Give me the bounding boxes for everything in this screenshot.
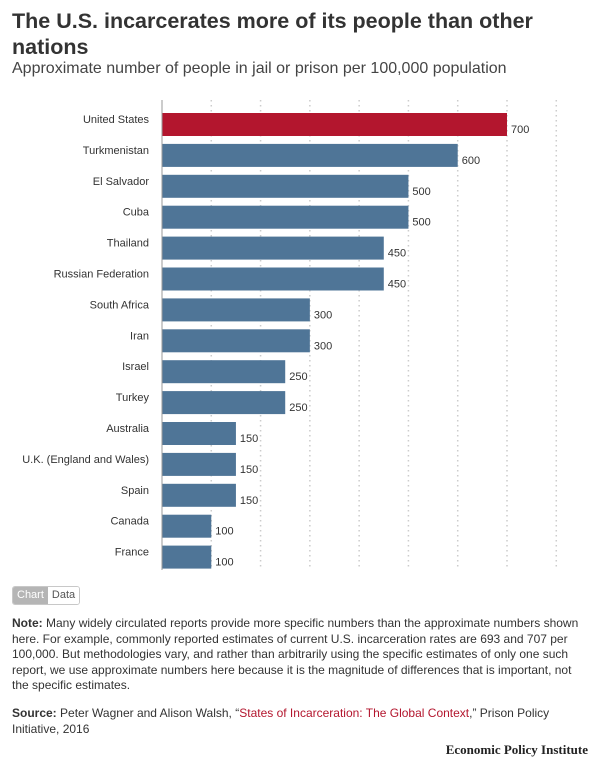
value-label: 500 [412, 186, 430, 198]
source-label: Source: [12, 706, 57, 720]
category-label: U.K. (England and Wales) [22, 454, 149, 466]
bar [162, 267, 384, 291]
bar [162, 205, 409, 229]
source-after: ,” Prison Policy Initiative, 2016 [12, 706, 550, 736]
chart-title: The U.S. incarcerates more of its people… [12, 9, 533, 59]
value-label: 250 [289, 371, 307, 383]
category-label: El Salvador [93, 176, 150, 188]
bar [162, 143, 458, 167]
category-label: Australia [106, 423, 150, 435]
value-label: 100 [215, 526, 233, 538]
value-label: 600 [462, 155, 480, 167]
bar [162, 113, 507, 136]
bar [162, 174, 409, 198]
view-toggle: Chart Data [12, 586, 81, 605]
source-text: Source: Peter Wagner and Alison Walsh, “… [12, 706, 587, 737]
brand-logo: Economic Policy Institute [445, 742, 588, 757]
category-label: Iran [130, 330, 149, 342]
value-label: 450 [388, 248, 406, 260]
note-text: Note: Many widely circulated reports pro… [12, 616, 587, 694]
value-label: 150 [240, 495, 258, 507]
category-label: United States [83, 114, 150, 126]
value-label: 300 [314, 340, 332, 352]
category-label: Spain [121, 485, 149, 497]
bar-chart: United States 700 Turkmenistan 600 El Salvad… [22, 100, 558, 570]
value-label: 700 [511, 124, 529, 136]
value-label: 100 [215, 557, 233, 569]
note-label: Note: [12, 616, 43, 630]
category-label: Canada [110, 516, 149, 528]
bar [162, 360, 286, 384]
category-label: Turkey [116, 392, 150, 404]
value-label: 300 [314, 309, 332, 321]
value-label: 450 [388, 279, 406, 291]
value-label: 150 [240, 464, 258, 476]
category-label: Israel [122, 361, 149, 373]
data-view-button[interactable]: Data [47, 587, 80, 604]
category-label: Cuba [123, 207, 150, 219]
value-label: 500 [412, 217, 430, 229]
bar [162, 298, 310, 322]
bar [162, 483, 236, 507]
category-label: South Africa [90, 299, 150, 311]
bar [162, 452, 236, 476]
bar [162, 514, 212, 538]
category-label: Turkmenistan [83, 145, 149, 157]
note-body: Many widely circulated reports provide m… [12, 616, 579, 692]
value-label: 150 [240, 433, 258, 445]
bar [162, 391, 286, 415]
source-before: Peter Wagner and Alison Walsh, “ [60, 706, 240, 720]
category-label: Russian Federation [54, 269, 149, 281]
bar [162, 545, 212, 569]
bar [162, 236, 384, 260]
chart-view-button[interactable]: Chart [13, 587, 48, 604]
category-label: Thailand [107, 238, 149, 250]
source-link[interactable]: States of Incarceration: The Global Cont… [239, 706, 470, 720]
bar [162, 329, 310, 353]
category-label: France [115, 547, 149, 559]
value-label: 250 [289, 402, 307, 414]
bar [162, 422, 236, 445]
chart-subtitle: Approximate number of people in jail or … [12, 60, 507, 77]
